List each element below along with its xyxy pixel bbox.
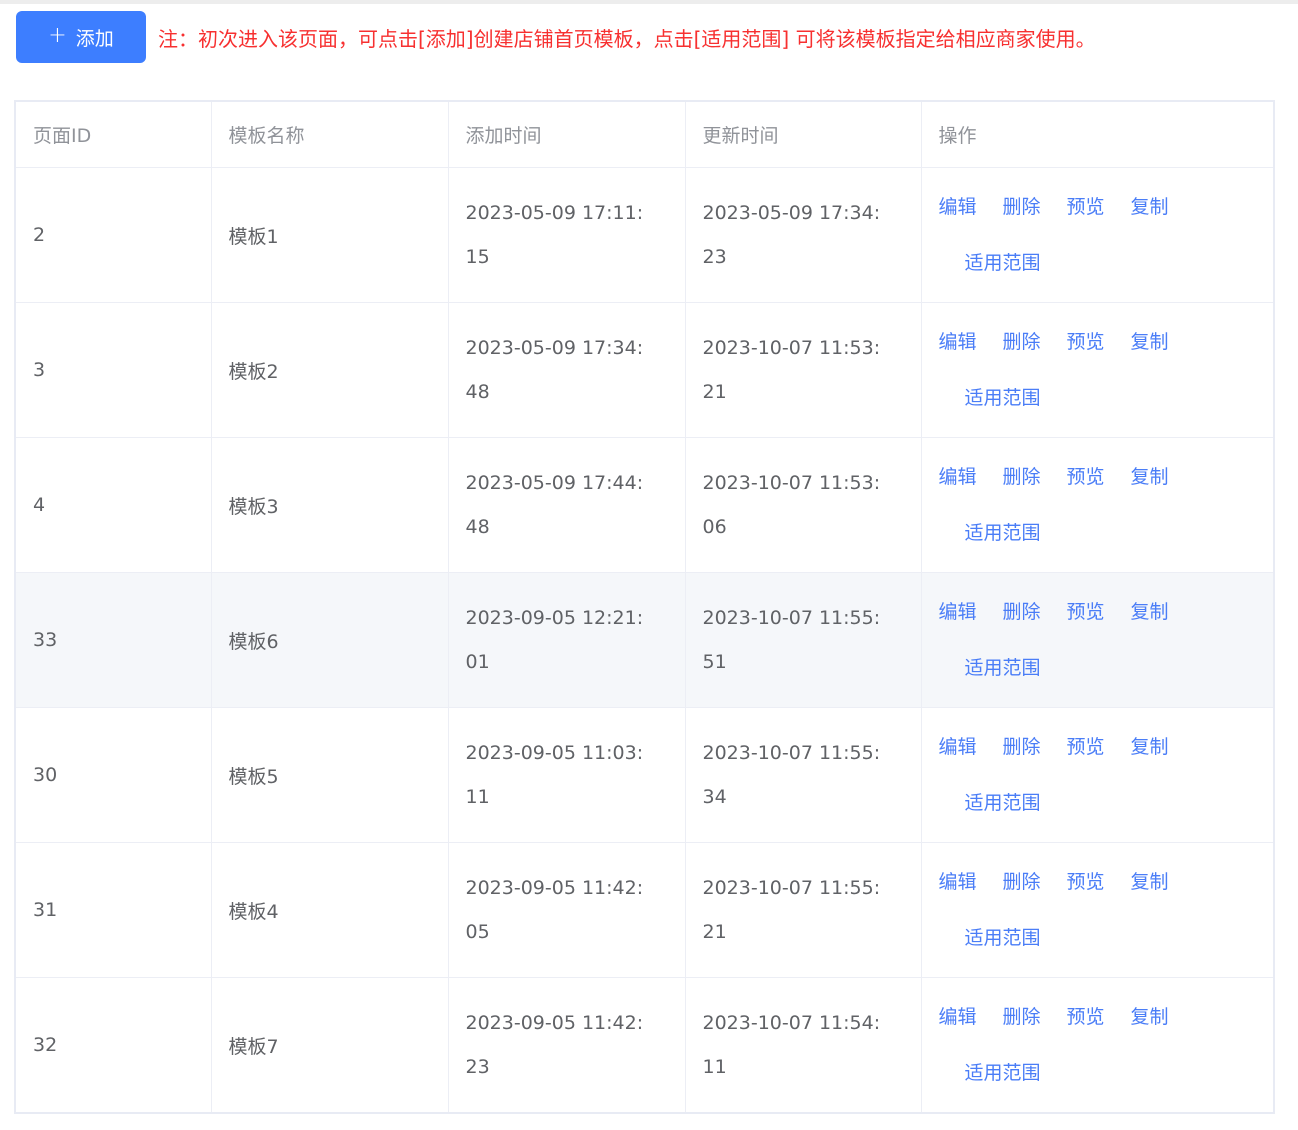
scope-link[interactable]: 适用范围 [964, 522, 1041, 544]
toolbar: + 添加 注：初次进入该页面，可点击[添加]创建店铺首页模板，点击[适用范围] … [16, 11, 1298, 63]
preview-link[interactable]: 预览 [1066, 331, 1105, 353]
preview-link[interactable]: 预览 [1066, 1006, 1105, 1028]
page-note: 注：初次进入该页面，可点击[添加]创建店铺首页模板，点击[适用范围] 可将该模板… [158, 26, 1096, 51]
table-row: 2 模板1 2023-05-09 17:11:15 2023-05-09 17:… [14, 167, 1275, 303]
table-row: 33 模板6 2023-09-05 12:21:01 2023-10-07 11… [14, 572, 1275, 708]
scope-link[interactable]: 适用范围 [964, 657, 1041, 679]
cell-added-time: 2023-09-05 11:03:11 [447, 707, 686, 843]
cell-updated-time: 2023-10-07 11:53:21 [684, 302, 922, 438]
cell-name: 模板6 [210, 572, 449, 708]
add-button[interactable]: + 添加 [16, 11, 146, 63]
edit-link[interactable]: 编辑 [938, 1006, 977, 1028]
column-header-page-id: 页面ID [14, 100, 212, 168]
page-top-strip [0, 0, 1298, 4]
cell-added-time: 2023-09-05 11:42:23 [447, 977, 686, 1114]
add-button-label: 添加 [75, 27, 114, 50]
cell-added-time: 2023-05-09 17:44:48 [447, 437, 686, 573]
cell-updated-time: 2023-10-07 11:55:21 [684, 842, 922, 978]
cell-added-time: 2023-09-05 12:21:01 [447, 572, 686, 708]
column-header-added: 添加时间 [447, 100, 686, 168]
cell-updated-time: 2023-10-07 11:55:51 [684, 572, 922, 708]
column-header-actions: 操作 [920, 100, 1275, 168]
template-table: 页面ID 模板名称 添加时间 更新时间 操作 2 模板1 2023-05-09 … [14, 100, 1275, 1114]
cell-name: 模板5 [210, 707, 449, 843]
preview-link[interactable]: 预览 [1066, 871, 1105, 893]
cell-name: 模板3 [210, 437, 449, 573]
cell-updated-time: 2023-10-07 11:53:06 [684, 437, 922, 573]
table-row: 3 模板2 2023-05-09 17:34:48 2023-10-07 11:… [14, 302, 1275, 438]
edit-link[interactable]: 编辑 [938, 871, 977, 893]
template-table-wrap: 页面ID 模板名称 添加时间 更新时间 操作 2 模板1 2023-05-09 … [14, 100, 1275, 1114]
plus-icon: + [48, 23, 67, 48]
cell-actions: 编辑 删除 预览 复制适用范围 [920, 707, 1275, 843]
column-header-updated: 更新时间 [684, 100, 922, 168]
cell-page-id: 2 [14, 167, 212, 303]
preview-link[interactable]: 预览 [1066, 601, 1105, 623]
table-row: 32 模板7 2023-09-05 11:42:23 2023-10-07 11… [14, 977, 1275, 1114]
copy-link[interactable]: 复制 [1130, 466, 1169, 488]
cell-page-id: 32 [14, 977, 212, 1114]
delete-link[interactable]: 删除 [1002, 601, 1041, 623]
scope-link[interactable]: 适用范围 [964, 387, 1041, 409]
cell-updated-time: 2023-05-09 17:34:23 [684, 167, 922, 303]
cell-page-id: 33 [14, 572, 212, 708]
scope-link[interactable]: 适用范围 [964, 1062, 1041, 1084]
table-row: 4 模板3 2023-05-09 17:44:48 2023-10-07 11:… [14, 437, 1275, 573]
preview-link[interactable]: 预览 [1066, 466, 1105, 488]
cell-actions: 编辑 删除 预览 复制适用范围 [920, 167, 1275, 303]
delete-link[interactable]: 删除 [1002, 1006, 1041, 1028]
scope-link[interactable]: 适用范围 [964, 927, 1041, 949]
copy-link[interactable]: 复制 [1130, 196, 1169, 218]
delete-link[interactable]: 删除 [1002, 466, 1041, 488]
copy-link[interactable]: 复制 [1130, 736, 1169, 758]
cell-name: 模板4 [210, 842, 449, 978]
delete-link[interactable]: 删除 [1002, 196, 1041, 218]
cell-added-time: 2023-09-05 11:42:05 [447, 842, 686, 978]
cell-name: 模板1 [210, 167, 449, 303]
preview-link[interactable]: 预览 [1066, 196, 1105, 218]
delete-link[interactable]: 删除 [1002, 871, 1041, 893]
delete-link[interactable]: 删除 [1002, 331, 1041, 353]
edit-link[interactable]: 编辑 [938, 466, 977, 488]
scope-link[interactable]: 适用范围 [964, 792, 1041, 814]
edit-link[interactable]: 编辑 [938, 601, 977, 623]
cell-updated-time: 2023-10-07 11:55:34 [684, 707, 922, 843]
cell-added-time: 2023-05-09 17:34:48 [447, 302, 686, 438]
cell-name: 模板7 [210, 977, 449, 1114]
table-row: 31 模板4 2023-09-05 11:42:05 2023-10-07 11… [14, 842, 1275, 978]
edit-link[interactable]: 编辑 [938, 736, 977, 758]
copy-link[interactable]: 复制 [1130, 1006, 1169, 1028]
edit-link[interactable]: 编辑 [938, 196, 977, 218]
delete-link[interactable]: 删除 [1002, 736, 1041, 758]
copy-link[interactable]: 复制 [1130, 871, 1169, 893]
cell-actions: 编辑 删除 预览 复制适用范围 [920, 842, 1275, 978]
preview-link[interactable]: 预览 [1066, 736, 1105, 758]
cell-updated-time: 2023-10-07 11:54:11 [684, 977, 922, 1114]
cell-actions: 编辑 删除 预览 复制适用范围 [920, 437, 1275, 573]
cell-added-time: 2023-05-09 17:11:15 [447, 167, 686, 303]
copy-link[interactable]: 复制 [1130, 331, 1169, 353]
cell-actions: 编辑 删除 预览 复制适用范围 [920, 977, 1275, 1114]
cell-actions: 编辑 删除 预览 复制适用范围 [920, 302, 1275, 438]
cell-page-id: 31 [14, 842, 212, 978]
cell-name: 模板2 [210, 302, 449, 438]
table-header-row: 页面ID 模板名称 添加时间 更新时间 操作 [14, 100, 1275, 168]
scope-link[interactable]: 适用范围 [964, 252, 1041, 274]
edit-link[interactable]: 编辑 [938, 331, 977, 353]
cell-page-id: 4 [14, 437, 212, 573]
cell-page-id: 3 [14, 302, 212, 438]
copy-link[interactable]: 复制 [1130, 601, 1169, 623]
cell-page-id: 30 [14, 707, 212, 843]
table-row: 30 模板5 2023-09-05 11:03:11 2023-10-07 11… [14, 707, 1275, 843]
cell-actions: 编辑 删除 预览 复制适用范围 [920, 572, 1275, 708]
column-header-name: 模板名称 [210, 100, 449, 168]
